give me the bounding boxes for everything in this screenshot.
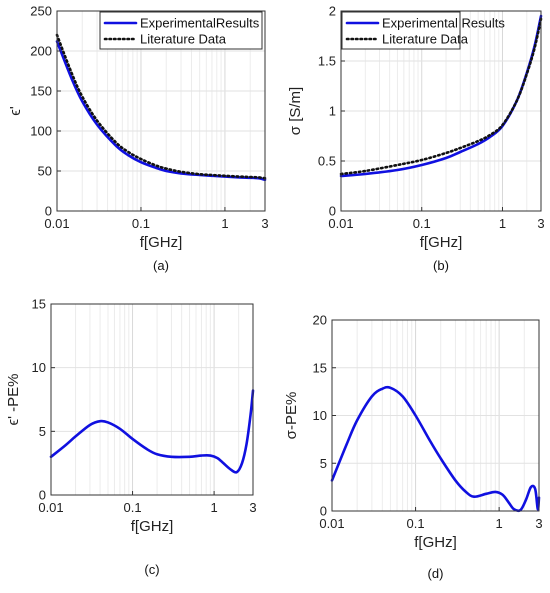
x-tick-label: 0.01 <box>44 216 69 231</box>
y-tick-label: 0 <box>320 504 327 519</box>
x-axis-label: f[GHz] <box>131 518 174 535</box>
legend-entry: Experimental Results <box>382 16 505 31</box>
x-axis-label: f[GHz] <box>414 534 457 551</box>
y-tick-label: 0 <box>45 204 52 219</box>
y-tick-label: 2 <box>329 4 336 19</box>
panel-label: (d) <box>428 566 444 581</box>
y-tick-label: 0 <box>329 204 336 219</box>
y-tick-label: 0 <box>39 488 46 503</box>
y-axis-label: ϵ' -PE% <box>5 373 22 425</box>
panel-label: (c) <box>144 562 159 577</box>
y-axis-label: σ-PE% <box>283 392 300 440</box>
axes-box <box>50 303 254 496</box>
x-tick-label: 1 <box>210 500 217 515</box>
y-tick-label: 250 <box>30 4 52 19</box>
panel-a: 0.01 0.1 1 3 0 50 100 150 200 250 f[GHz] ϵ' (a) Exper… <box>7 4 269 274</box>
x-tick-label: 3 <box>537 216 544 231</box>
y-tick-label: 5 <box>39 424 46 439</box>
series-line-1 <box>49 389 255 474</box>
y-tick-label: 15 <box>32 297 46 312</box>
panel-d: 0.01 0.1 1 3 0 5 10 15 20 f[GHz] σ-PE% (d) <box>283 313 543 582</box>
x-tick-label: 1 <box>499 216 506 231</box>
y-tick-label: 200 <box>30 44 52 59</box>
x-tick-label: 0.1 <box>124 500 142 515</box>
series-line-2 <box>339 17 543 176</box>
x-tick-label: 0.1 <box>407 516 425 531</box>
y-tick-label: 5 <box>320 456 327 471</box>
x-axis-label: f[GHz] <box>420 234 463 251</box>
y-axis-label: σ [S/m] <box>287 87 304 135</box>
legend-entry: Literature Data <box>140 32 227 47</box>
x-tick-label: 3 <box>261 216 268 231</box>
panel-b: 0.01 0.1 1 3 0 0.5 1 1.5 2 f[GHz] σ [S/m] (b) Experi… <box>287 4 545 274</box>
y-tick-label: 1 <box>329 104 336 119</box>
series-line-2 <box>55 33 267 180</box>
y-tick-label: 50 <box>38 164 52 179</box>
x-tick-label: 1 <box>496 516 503 531</box>
y-tick-label: 10 <box>32 360 46 375</box>
panel-label: (a) <box>153 258 169 273</box>
y-tick-label: 0.5 <box>318 154 336 169</box>
y-tick-label: 100 <box>30 124 52 139</box>
x-tick-label: 0.01 <box>328 216 353 231</box>
y-axis-label: ϵ' <box>7 106 24 116</box>
plot-area <box>51 304 253 495</box>
legend-entry: Literature Data <box>382 32 469 47</box>
panel-c: 0.01 0.1 1 3 0 5 10 15 f[GHz] ϵ' -PE% (c) <box>5 297 257 578</box>
y-tick-label: 1.5 <box>318 54 336 69</box>
x-tick-label: 1 <box>221 216 228 231</box>
x-tick-label: 3 <box>535 516 542 531</box>
x-tick-label: 0.1 <box>132 216 150 231</box>
y-tick-label: 20 <box>313 313 327 328</box>
legend-box <box>99 11 263 50</box>
y-tick-label: 15 <box>313 360 327 375</box>
x-tick-label: 0.01 <box>38 500 63 515</box>
x-axis-label: f[GHz] <box>140 234 183 251</box>
series-line-1 <box>330 385 541 513</box>
x-tick-label: 3 <box>249 500 256 515</box>
legend-box <box>341 11 461 50</box>
x-tick-label: 0.01 <box>319 516 344 531</box>
x-tick-label: 0.1 <box>413 216 431 231</box>
axes-box <box>56 10 266 212</box>
y-tick-label: 150 <box>30 84 52 99</box>
y-tick-label: 10 <box>313 408 327 423</box>
panel-label: (b) <box>433 258 449 273</box>
legend-entry: ExperimentalResults <box>140 16 260 31</box>
